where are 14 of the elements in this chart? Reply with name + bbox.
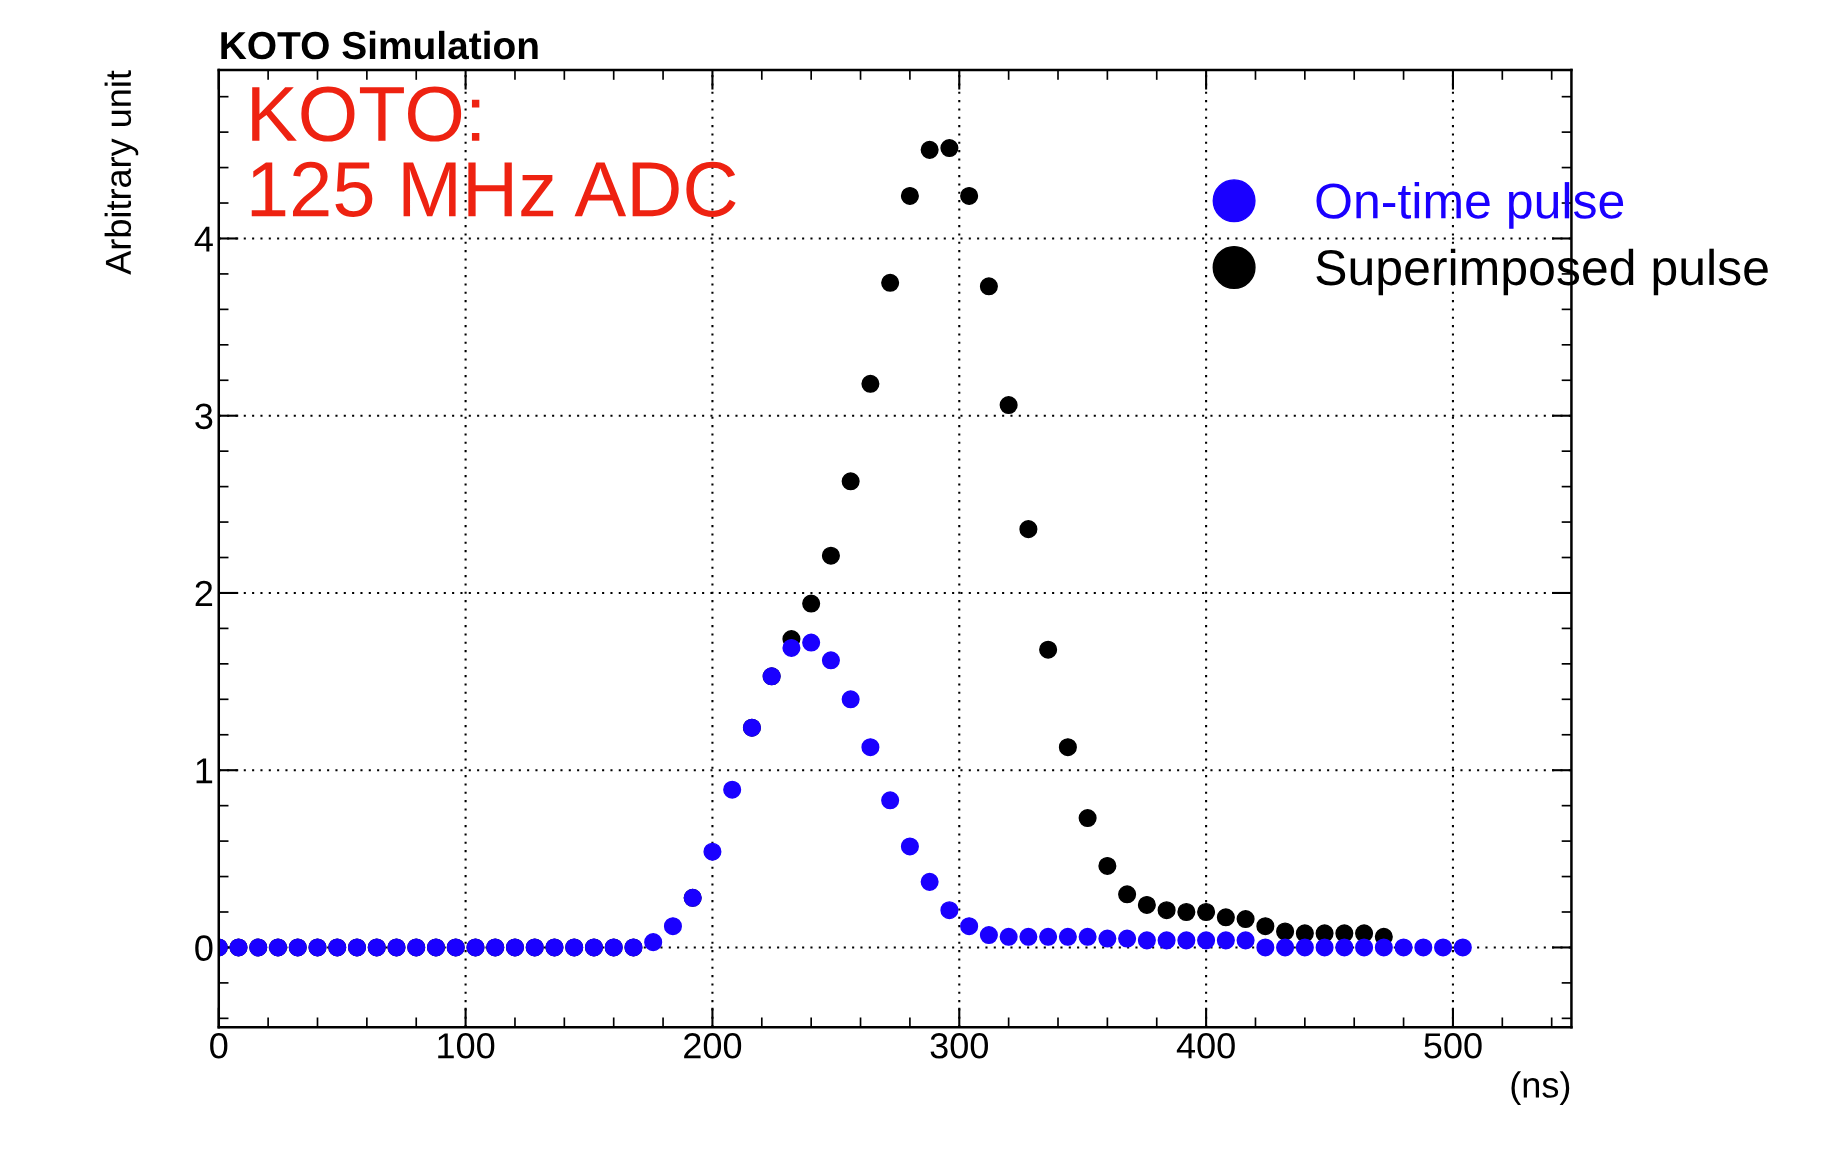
chart-title: KOTO Simulation: [221, 30, 538, 60]
y-tick-label: 3: [195, 403, 213, 430]
y-tick-label: 4: [194, 226, 213, 252]
x-tick-label: 300: [930, 1033, 988, 1059]
y-tick-label: 0: [195, 935, 213, 961]
x-tick-label: 500: [1424, 1033, 1482, 1059]
y-axis-title: Arbitrary unit: [104, 70, 139, 275]
x-tick-label: 100: [438, 1033, 495, 1059]
y-tick-label: 2: [195, 580, 213, 607]
annotation: KOTO: 125 MHz ADC: [251, 86, 736, 217]
x-tick-label: 200: [684, 1033, 742, 1059]
x-tick-label: 400: [1176, 1033, 1235, 1059]
x-axis-title: (ns): [1511, 1071, 1570, 1105]
y-tick-label: 1: [196, 758, 213, 784]
